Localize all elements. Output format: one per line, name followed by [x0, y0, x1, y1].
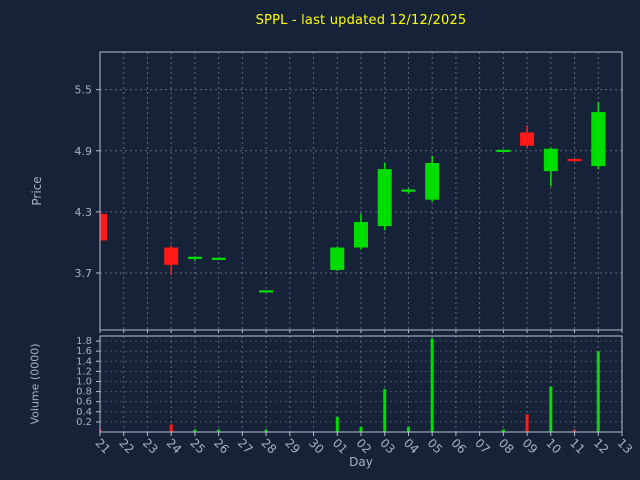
candle-body: [164, 247, 179, 265]
price-tick-label: 5.5: [75, 84, 93, 97]
volume-tick-label: 1.6: [76, 346, 92, 357]
chart-title: SPPL - last updated 12/12/2025: [255, 13, 467, 28]
x-tick-label: 05: [425, 436, 446, 457]
volume-bar: [100, 429, 102, 432]
candle-body: [354, 222, 368, 248]
volume-bar: [596, 351, 600, 432]
volume-tick-label: 1.2: [76, 366, 92, 377]
volume-bar: [335, 416, 339, 432]
volume-bar: [193, 429, 197, 432]
x-tick-label: 29: [282, 436, 303, 457]
x-tick-label: 06: [448, 436, 469, 457]
candle-body: [401, 189, 416, 192]
x-tick-label: 08: [496, 436, 517, 457]
x-tick-label: 25: [187, 436, 208, 457]
volume-bar: [406, 426, 410, 432]
volume-tick-label: 0.8: [76, 387, 92, 398]
volume-bar: [430, 338, 434, 432]
candle-body: [425, 162, 440, 200]
volume-bar: [217, 429, 221, 432]
volume-bar: [573, 429, 577, 432]
x-tick-label: 11: [567, 436, 588, 457]
price-tick-label: 4.9: [75, 145, 93, 158]
x-tick-label: 26: [211, 436, 232, 457]
volume-tick-label: 0.6: [76, 397, 92, 408]
day-axis-label: Day: [349, 455, 373, 469]
x-tick-label: 01: [330, 436, 351, 457]
volume-tick-label: 0.2: [76, 417, 92, 428]
x-tick-label: 02: [353, 436, 374, 457]
price-tick-label: 4.3: [75, 206, 93, 219]
x-tick-label: 12: [591, 436, 612, 457]
x-tick-label: 03: [377, 436, 398, 457]
x-tick-label: 22: [116, 436, 137, 457]
x-tick-label: 10: [543, 436, 564, 457]
x-tick-label: 04: [401, 436, 422, 457]
volume-tick-label: 1.0: [76, 376, 92, 387]
volume-bar: [359, 426, 363, 432]
volume-tick-label: 0.4: [76, 407, 92, 418]
volume-bar: [501, 429, 505, 432]
candle-body: [100, 213, 107, 241]
volume-tick-label: 1.4: [76, 356, 92, 367]
volume-bar: [264, 429, 268, 432]
candle-body: [567, 158, 582, 162]
candle-body: [496, 149, 511, 152]
volume-bar: [525, 414, 529, 432]
x-tick-label: 30: [306, 436, 327, 457]
x-tick-label: 13: [614, 436, 635, 457]
x-tick-label: 21: [92, 436, 113, 457]
volume-tick-label: 1.8: [76, 336, 92, 347]
candle-body: [520, 132, 535, 146]
candle-body: [377, 169, 392, 227]
volume-bar: [549, 386, 553, 432]
x-tick-label: 24: [164, 436, 185, 457]
x-tick-label: 28: [259, 436, 280, 457]
x-tick-label: 27: [235, 436, 256, 457]
candle-body: [543, 148, 558, 172]
candle-body: [330, 247, 345, 270]
candle-body: [211, 257, 226, 260]
candle-body: [259, 290, 274, 293]
candle-body: [591, 112, 606, 167]
x-tick-label: 23: [140, 436, 161, 457]
volume-bars: [100, 338, 600, 432]
x-tick-label: 09: [520, 436, 541, 457]
candle-body: [187, 256, 202, 259]
candles: [100, 101, 606, 293]
volume-bar: [169, 424, 173, 432]
x-tick-label: 07: [472, 436, 493, 457]
volume-bar: [383, 389, 387, 432]
price-tick-label: 3.7: [75, 267, 93, 280]
